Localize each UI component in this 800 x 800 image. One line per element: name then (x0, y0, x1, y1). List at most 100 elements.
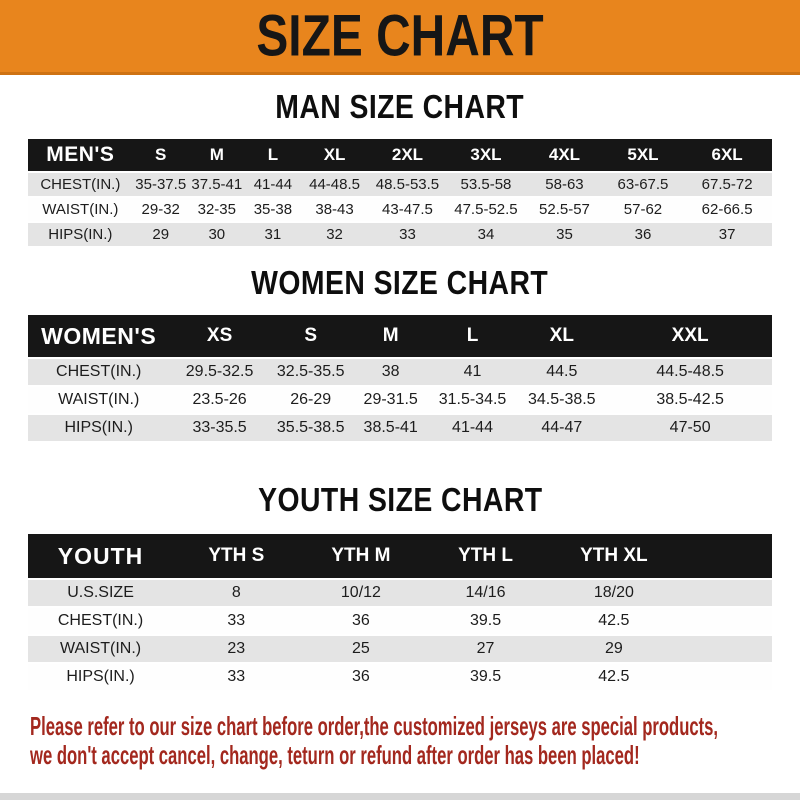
size-value-cell: 42.5 (598, 612, 630, 629)
image-bottom-edge (0, 793, 800, 800)
column-header: YTH L (422, 534, 549, 579)
size-value-cell: 52.5-57 (539, 201, 590, 218)
size-value-cell: 47-50 (669, 419, 711, 436)
column-header: XS (169, 315, 270, 358)
women-section-title-wrap: WOMEN SIZE CHART (0, 264, 800, 302)
row-label: HIPS(IN.) (64, 419, 133, 436)
size-value-cell: 38-43 (315, 201, 354, 218)
column-header: 3XL (446, 139, 526, 172)
column-header: 4XL (525, 139, 604, 172)
row-label: HIPS(IN.) (48, 226, 113, 243)
size-value-cell: 39.5 (469, 612, 502, 629)
column-header: M (188, 139, 245, 172)
column-header: XXL (608, 315, 772, 358)
men-section-title: MAN SIZE CHART (275, 88, 525, 125)
size-value-cell: 62-66.5 (701, 201, 753, 218)
spacer-cell (679, 635, 772, 663)
table-row: HIPS(IN.) 29 30 31 32 33 34 35 36 37 (28, 222, 772, 247)
size-value-cell: 10/12 (340, 584, 381, 601)
size-value-cell: 35 (556, 226, 573, 243)
size-table-header-row: WOMEN'S XS S M L XL XXL (28, 315, 772, 358)
size-value-cell: 29 (604, 640, 623, 657)
women-size-table: WOMEN'S XS S M L XL XXL CHEST(IN.) 29.5-32.5 32.5… (28, 315, 772, 443)
table-row: U.S.SIZE 8 10/12 14/16 18/20 (28, 579, 772, 607)
size-value-cell: 63-67.5 (617, 176, 669, 193)
size-value-cell: 44-47 (541, 419, 583, 436)
column-header: YTH XL (548, 534, 679, 579)
column-header: YTH S (173, 534, 300, 579)
row-label: WAIST(IN.) (58, 391, 140, 408)
column-header: 2XL (368, 139, 447, 172)
table-row: WAIST(IN.) 23 25 27 29 (28, 635, 772, 663)
size-value-cell: 34.5-38.5 (527, 391, 596, 408)
size-value-cell: 34 (477, 226, 495, 243)
size-value-cell: 31.5-34.5 (438, 391, 507, 408)
size-value-cell: 23 (227, 640, 246, 657)
size-value-cell: 18/20 (593, 584, 634, 601)
row-label: HIPS(IN.) (66, 668, 135, 685)
table-corner-label: YOUTH (28, 534, 174, 579)
table-row: CHEST(IN.) 33 36 39.5 42.5 (28, 607, 772, 635)
table-row: HIPS(IN.) 33 36 39.5 42.5 (28, 663, 772, 691)
size-value-cell: 42.5 (598, 668, 630, 685)
size-value-cell: 58-63 (545, 176, 584, 193)
size-value-cell: 35-37.5 (135, 176, 187, 193)
size-chart-banner: SIZE CHART (0, 0, 800, 75)
women-section-title: WOMEN SIZE CHART (251, 264, 549, 301)
size-value-cell: 33 (399, 226, 416, 243)
size-value-cell: 14/16 (465, 584, 506, 601)
size-value-cell: 29 (152, 226, 170, 243)
size-value-cell: 33 (227, 668, 246, 685)
size-value-cell: 8 (231, 584, 241, 601)
size-value-cell: 32.5-35.5 (276, 363, 345, 380)
column-header: L (244, 139, 301, 172)
table-row: CHEST(IN.) 35-37.5 37.5-41 41-44 44-48.5 48.5… (28, 172, 772, 197)
column-header: M (351, 315, 430, 358)
column-header: XL (300, 139, 369, 172)
size-value-cell: 36 (352, 612, 370, 629)
size-value-cell: 48.5-53.5 (375, 176, 440, 193)
size-value-cell: 43-47.5 (382, 201, 433, 218)
row-label: U.S.SIZE (67, 584, 134, 601)
size-value-cell: 27 (476, 640, 495, 657)
size-value-cell: 33-35.5 (192, 419, 247, 436)
size-value-cell: 29.5-32.5 (185, 363, 254, 380)
size-value-cell: 23.5-26 (192, 391, 247, 408)
spacer-cell (678, 534, 772, 579)
column-header: S (132, 139, 189, 172)
youth-section-title: YOUTH SIZE CHART (257, 481, 543, 518)
size-value-cell: 44-48.5 (309, 176, 360, 193)
size-table-header-row: MEN'S S M L XL 2XL 3XL 4XL 5XL 6XL (28, 139, 772, 172)
size-value-cell: 67.5-72 (701, 176, 753, 193)
size-value-cell: 32-35 (197, 201, 236, 218)
men-size-table: MEN'S S M L XL 2XL 3XL 4XL 5XL 6XL CHEST(IN.) 35-37… (28, 139, 772, 248)
size-value-cell: 29-32 (141, 201, 180, 218)
table-row: WAIST(IN.) 23.5-26 26-29 29-31.5 31.5-34.5 34… (28, 386, 772, 414)
size-value-cell: 25 (352, 640, 370, 657)
size-value-cell: 38.5-42.5 (656, 391, 724, 408)
column-header: YTH M (299, 534, 423, 579)
size-value-cell: 26-29 (290, 391, 332, 408)
size-value-cell: 31 (264, 226, 282, 243)
youth-size-table: YOUTH YTH S YTH M YTH L YTH XL U.S.SIZE 8 10/12… (28, 534, 772, 692)
spacer-cell (679, 579, 772, 607)
size-value-cell: 44.5-48.5 (656, 363, 724, 380)
column-header: 5XL (603, 139, 683, 172)
table-corner-label: WOMEN'S (28, 315, 170, 358)
size-value-cell: 41-44 (452, 419, 493, 436)
size-value-cell: 39.5 (469, 668, 502, 685)
table-row: WAIST(IN.) 29-32 32-35 35-38 38-43 43-47.5 47.… (28, 197, 772, 222)
column-header: L (429, 315, 516, 358)
table-row: CHEST(IN.) 29.5-32.5 32.5-35.5 38 41 44.5 44.5… (28, 358, 772, 386)
row-label: CHEST(IN.) (40, 176, 121, 193)
size-value-cell: 37.5-41 (191, 176, 243, 193)
spacer-cell (679, 607, 772, 635)
size-value-cell: 41 (463, 363, 482, 380)
column-header: S (269, 315, 352, 358)
size-value-cell: 57-62 (623, 201, 663, 218)
banner-title: SIZE CHART (256, 3, 544, 69)
row-label: WAIST(IN.) (42, 201, 119, 218)
size-value-cell: 41-44 (253, 176, 293, 193)
column-header: XL (515, 315, 609, 358)
row-label: WAIST(IN.) (59, 640, 142, 657)
